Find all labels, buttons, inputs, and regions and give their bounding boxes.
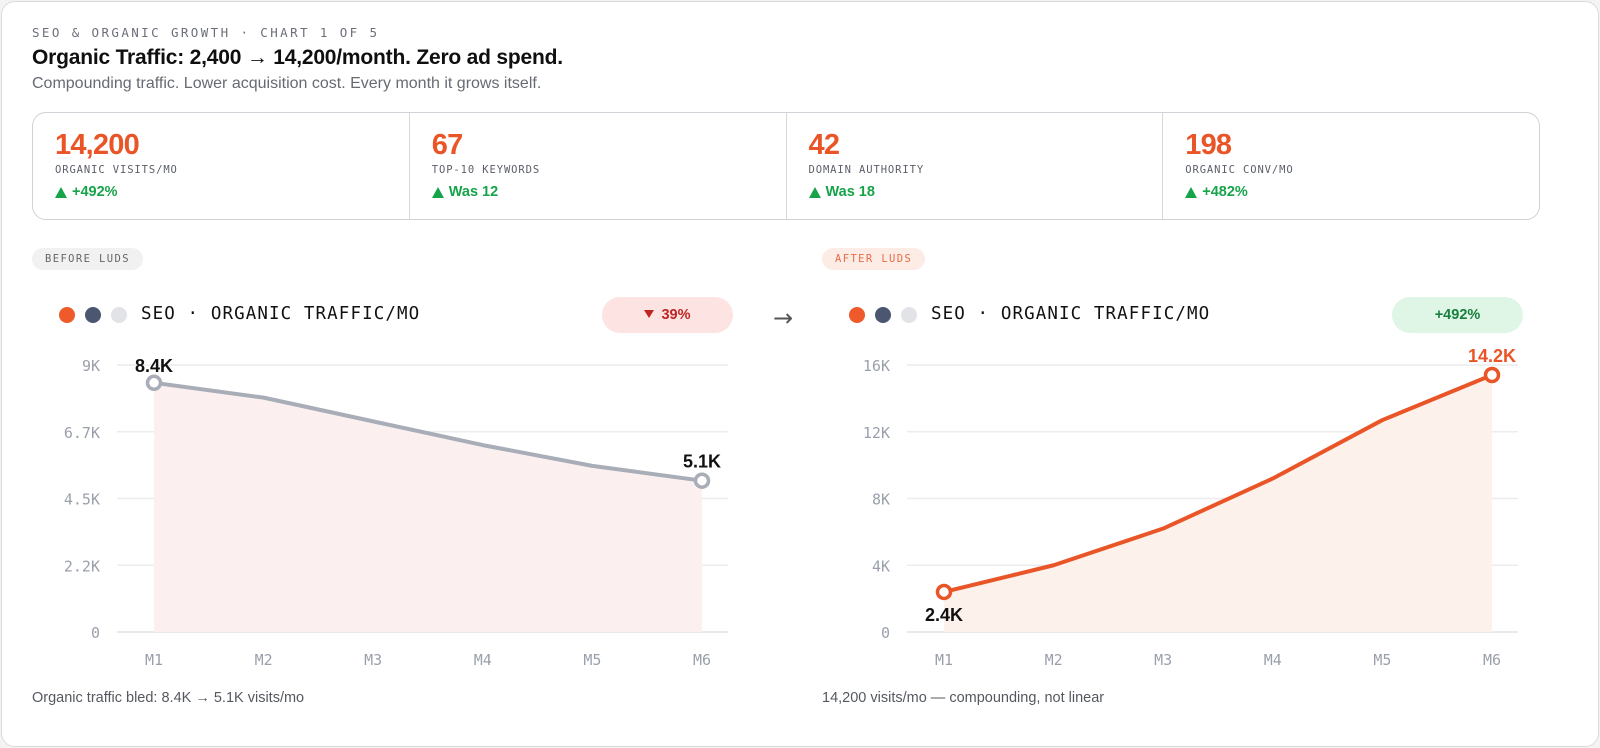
x-tick-label: M5 <box>583 651 601 669</box>
data-label: 5.1K <box>683 452 721 472</box>
x-tick-label: M1 <box>145 651 163 669</box>
y-tick-label: 8K <box>872 491 890 509</box>
before-panel-header: SEO · ORGANIC TRAFFIC/MO 39% <box>59 297 733 333</box>
kpi-label: ORGANIC VISITS/MO <box>55 164 178 176</box>
series-line <box>152 380 704 483</box>
before-line-chart: 0 2.2K 4.5K 6.7K 9K M1 M2 M3 M4 M5 M6 8.4K 5.1K <box>64 356 728 669</box>
chart-title: Organic Traffic: 2,400 → 14,200/month. Z… <box>32 46 563 69</box>
y-tick-label: 12K <box>863 424 890 442</box>
endpoint-marker <box>1483 366 1501 384</box>
growth-badge: +492% <box>1392 297 1523 333</box>
kpi-value: 67 <box>431 129 463 161</box>
kpi-delta: +492% <box>55 184 118 200</box>
endpoint-marker <box>693 472 711 489</box>
kpi-delta: Was 12 <box>431 184 499 200</box>
slate-dot-icon <box>85 307 101 323</box>
kpi-delta-text: Was 12 <box>448 184 499 200</box>
series-line <box>942 373 1494 594</box>
kpi-organic-visits: 14,200 ORGANIC VISITS/MO +492% <box>33 113 410 219</box>
trend-up-icon <box>431 186 444 198</box>
after-caption: 14,200 visits/mo — compounding, not line… <box>822 690 1105 706</box>
trend-up-icon <box>808 186 821 198</box>
grey-dot-icon <box>901 307 917 323</box>
x-tick-label: M1 <box>935 651 953 669</box>
x-tick-label: M2 <box>1045 651 1063 669</box>
area-fill <box>154 382 702 632</box>
window-dots <box>59 307 127 323</box>
kpi-label: ORGANIC CONV/MO <box>1185 164 1294 176</box>
after-line-chart: 0 4K 8K 12K 16K M1 M2 M3 M4 M5 M6 2.4K 14.2K <box>863 346 1518 669</box>
trend-up-icon <box>55 186 67 198</box>
kpi-delta-text: +492% <box>72 184 118 200</box>
y-tick-label: 9K <box>82 357 100 375</box>
x-tick-label: M2 <box>255 651 273 669</box>
y-tick-label: 16K <box>863 357 890 375</box>
kpi-label: DOMAIN AUTHORITY <box>808 164 925 176</box>
trend-up-icon <box>1185 186 1198 198</box>
kpi-top10-keywords: 67 TOP-10 KEYWORDS Was 12 <box>410 113 787 219</box>
x-tick-label: M3 <box>1154 651 1172 669</box>
chart-eyebrow: SEO & ORGANIC GROWTH · CHART 1 OF 5 <box>32 25 380 40</box>
y-tick-label: 4K <box>872 557 890 575</box>
kpi-label: TOP-10 KEYWORDS <box>431 164 541 176</box>
data-label: 8.4K <box>135 356 173 376</box>
after-pill: AFTER LUDS <box>822 248 926 270</box>
kpi-strip: 14,200 ORGANIC VISITS/MO +492% 67 TOP-10… <box>32 112 1540 220</box>
y-tick-label: 2.2K <box>64 557 100 575</box>
y-tick-label: 6.7K <box>64 424 100 442</box>
window-dots <box>849 307 917 323</box>
decline-badge: 39% <box>602 297 733 333</box>
kpi-delta-text: +482% <box>1202 184 1248 200</box>
kpi-value: 14,200 <box>55 129 140 161</box>
kpi-value: 42 <box>808 129 840 161</box>
x-tick-label: M4 <box>1264 651 1282 669</box>
slate-dot-icon <box>875 307 891 323</box>
kpi-domain-authority: 42 DOMAIN AUTHORITY Was 18 <box>787 113 1164 219</box>
grey-dot-icon <box>111 307 127 323</box>
endpoint-marker <box>935 583 953 601</box>
orange-dot-icon <box>849 307 865 323</box>
after-panel-title: SEO · ORGANIC TRAFFIC/MO <box>931 304 1211 324</box>
trend-down-icon <box>644 310 655 318</box>
kpi-delta: Was 18 <box>808 184 875 200</box>
y-tick-label: 0 <box>881 624 890 642</box>
endpoint-marker <box>145 374 163 392</box>
before-caption: Organic traffic bled: 8.4K → 5.1K visits… <box>32 690 305 706</box>
decline-badge-text: 39% <box>661 307 691 323</box>
kpi-delta-text: Was 18 <box>825 184 875 200</box>
orange-dot-icon <box>59 307 75 323</box>
before-pill: BEFORE LUDS <box>32 248 143 270</box>
data-label: 14.2K <box>1468 346 1516 366</box>
after-panel-header: SEO · ORGANIC TRAFFIC/MO +492% <box>849 297 1524 333</box>
arrow-right-icon: → <box>773 304 794 332</box>
x-tick-label: M6 <box>693 651 711 669</box>
data-label: 2.4K <box>925 605 963 625</box>
kpi-delta: +482% <box>1185 184 1248 200</box>
kpi-value: 198 <box>1185 129 1232 161</box>
x-tick-label: M4 <box>474 651 492 669</box>
kpi-organic-conversions: 198 ORGANIC CONV/MO +482% <box>1163 113 1539 219</box>
before-panel-title: SEO · ORGANIC TRAFFIC/MO <box>141 304 421 324</box>
x-tick-label: M3 <box>364 651 382 669</box>
y-tick-label: 4.5K <box>64 491 100 509</box>
x-tick-label: M5 <box>1373 651 1391 669</box>
x-tick-label: M6 <box>1483 651 1501 669</box>
chart-subtitle: Compounding traffic. Lower acquisition c… <box>32 75 542 92</box>
y-tick-label: 0 <box>91 624 100 642</box>
